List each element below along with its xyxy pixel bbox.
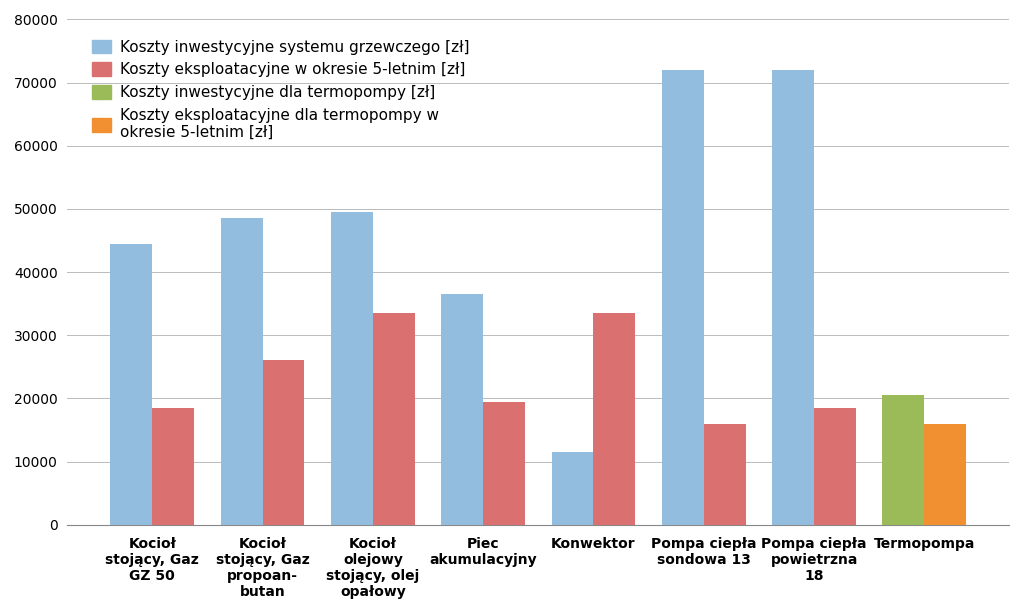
Bar	[704, 424, 746, 525]
Bar	[152, 408, 194, 525]
Bar	[814, 408, 856, 525]
Bar	[483, 402, 525, 525]
Bar	[883, 395, 925, 525]
Bar	[662, 70, 704, 525]
Bar	[263, 360, 305, 525]
Bar	[221, 218, 263, 525]
Legend: Koszty inwestycyjne systemu grzewczego [zł], Koszty eksploatacyjne w okresie 5-l: Koszty inwestycyjne systemu grzewczego […	[85, 32, 477, 148]
Bar	[551, 452, 593, 525]
Bar	[110, 243, 152, 525]
Bar	[372, 313, 414, 525]
Bar	[925, 424, 967, 525]
Bar	[593, 313, 635, 525]
Bar	[441, 294, 483, 525]
Bar	[330, 212, 372, 525]
Bar	[772, 70, 814, 525]
